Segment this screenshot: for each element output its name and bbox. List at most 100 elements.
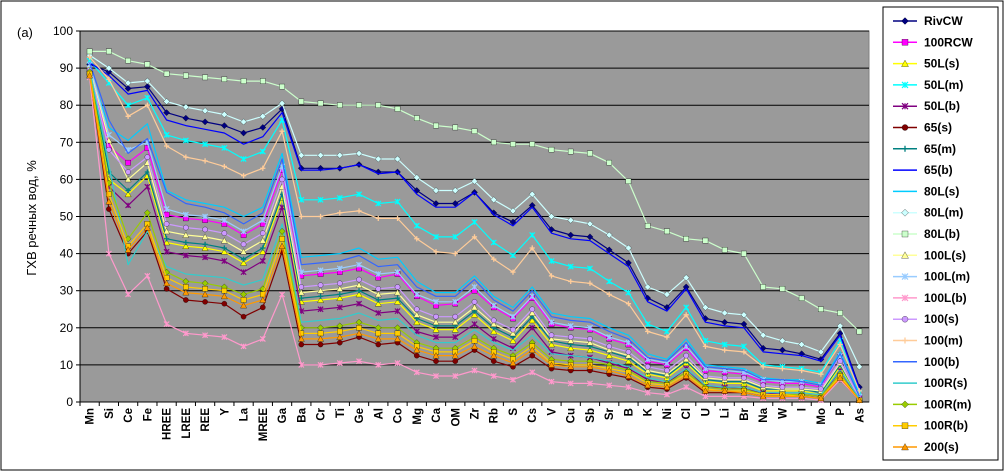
data-point <box>759 393 767 400</box>
data-point <box>509 329 517 337</box>
data-point <box>644 367 652 374</box>
data-point <box>220 248 228 255</box>
data-point <box>394 295 401 301</box>
data-point <box>182 103 190 111</box>
data-point <box>298 98 305 105</box>
data-point <box>106 146 112 153</box>
data-point <box>432 298 440 305</box>
data-point <box>336 265 343 272</box>
x-tick-label: Ni <box>662 408 674 420</box>
data-point <box>901 294 909 302</box>
data-point <box>221 245 227 251</box>
x-tick-label: Zr <box>470 407 482 419</box>
data-point <box>529 369 536 376</box>
data-point <box>259 257 266 265</box>
series-65(b) <box>89 62 860 390</box>
data-point <box>414 236 420 242</box>
data-point <box>374 300 382 307</box>
x-tick-label: Ba <box>296 407 308 422</box>
data-point <box>124 175 132 183</box>
data-point <box>509 313 517 320</box>
data-point <box>625 244 632 252</box>
data-point <box>394 106 401 112</box>
data-point <box>587 150 593 157</box>
data-point <box>240 228 247 235</box>
data-point <box>548 341 555 348</box>
data-point <box>105 250 112 257</box>
data-point <box>144 94 151 101</box>
series-100(m) <box>87 54 862 394</box>
data-point <box>337 328 343 335</box>
data-point <box>220 292 228 300</box>
data-point <box>144 169 150 175</box>
data-point <box>451 187 459 194</box>
data-point <box>374 168 382 176</box>
data-point <box>221 334 228 341</box>
legend-label: 50L(b) <box>924 99 960 113</box>
data-point <box>163 206 170 213</box>
data-point <box>317 196 324 203</box>
data-point <box>125 202 132 209</box>
data-point <box>394 308 401 315</box>
data-point <box>759 331 767 339</box>
y-tick-label: 70 <box>60 135 74 149</box>
data-point <box>471 303 478 311</box>
data-point <box>337 210 343 216</box>
panel-label: (a) <box>17 25 33 40</box>
data-point <box>490 320 498 327</box>
data-point <box>356 300 363 307</box>
data-point <box>490 328 498 335</box>
data-point <box>221 257 228 265</box>
data-point <box>375 215 381 221</box>
legend-item: 200(s) <box>893 440 959 454</box>
data-point <box>529 245 535 251</box>
data-point <box>741 349 747 355</box>
data-point <box>144 209 151 217</box>
series-line <box>89 62 860 397</box>
data-point <box>413 346 421 353</box>
data-point <box>798 341 805 348</box>
data-point <box>548 213 555 220</box>
data-point <box>605 346 613 353</box>
data-point <box>490 335 497 342</box>
legend-item: 65(b) <box>893 163 953 177</box>
data-point <box>644 321 651 328</box>
data-point <box>124 246 132 253</box>
data-point <box>278 228 286 235</box>
data-point <box>471 338 478 344</box>
legend-item: 50L(s) <box>893 57 959 71</box>
x-tick-label: Sb <box>585 408 597 423</box>
x-tick-label: B <box>623 408 635 416</box>
data-point <box>452 334 459 341</box>
x-tick-label: Na <box>758 407 770 422</box>
data-point <box>106 191 112 197</box>
legend-label: 65(s) <box>924 121 952 135</box>
data-point <box>260 165 266 171</box>
data-point <box>336 304 343 311</box>
data-point <box>644 283 652 291</box>
data-point <box>144 183 151 190</box>
data-point <box>567 344 575 351</box>
data-point <box>567 363 575 370</box>
data-point <box>356 288 362 294</box>
data-point <box>721 247 728 253</box>
data-point <box>702 304 709 311</box>
x-tick-label: REE <box>200 408 212 432</box>
data-point <box>663 291 671 298</box>
data-point <box>779 384 786 390</box>
data-point <box>298 196 305 203</box>
data-point <box>240 78 247 84</box>
data-point <box>548 378 555 385</box>
data-point <box>240 269 247 276</box>
data-point <box>901 251 909 259</box>
legend-item: 100RCW <box>893 35 973 49</box>
data-point <box>221 144 228 151</box>
x-tick-label: Cs <box>527 408 539 423</box>
data-point <box>278 242 286 249</box>
data-point <box>682 274 690 282</box>
data-point <box>721 393 728 400</box>
data-point <box>394 269 401 276</box>
data-point <box>471 321 478 328</box>
data-point <box>317 330 324 337</box>
data-point <box>337 102 343 108</box>
